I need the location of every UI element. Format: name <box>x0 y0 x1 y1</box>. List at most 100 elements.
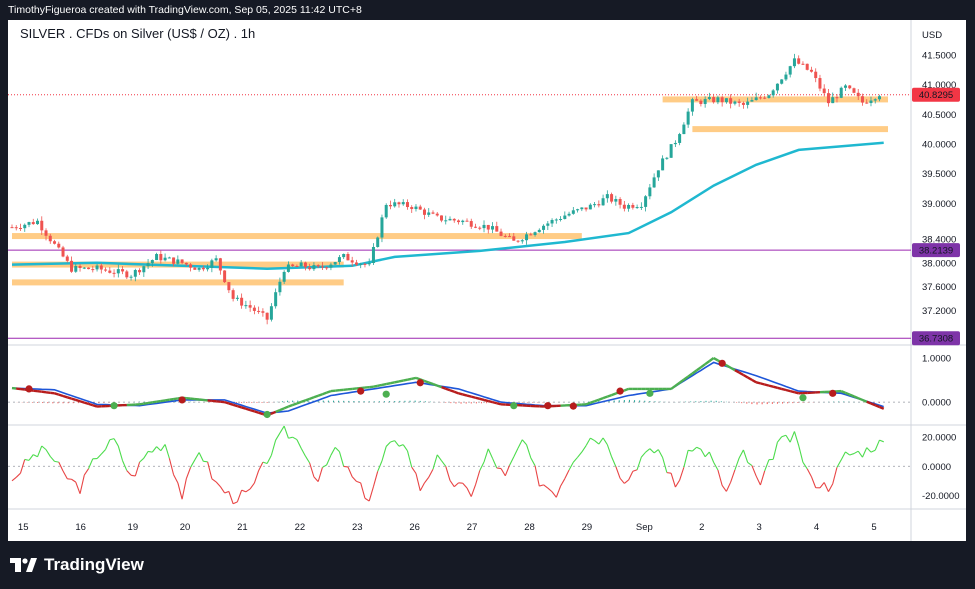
momentum-main-line-segment <box>678 378 685 384</box>
oscillator-line-segment <box>279 425 285 434</box>
candle-body <box>320 266 324 268</box>
momentum-main-line-segment <box>870 402 876 407</box>
candle-body <box>550 219 554 224</box>
candle-body <box>627 204 631 209</box>
candle-body <box>240 297 244 306</box>
oscillator-line-segment <box>700 448 706 458</box>
price-tick-label: 41.5000 <box>922 50 956 61</box>
momentum-main-line-segment <box>75 398 81 403</box>
oscillator-line-segment <box>364 497 370 502</box>
oscillator-line-segment <box>615 466 621 479</box>
oscillator-line-segment <box>402 444 408 452</box>
candle-body <box>754 97 758 101</box>
momentum-main-line-segment <box>772 385 778 389</box>
candle-body <box>873 99 877 101</box>
oscillator-line-segment <box>657 449 664 458</box>
oscillator-line-segment <box>623 479 629 484</box>
oscillator-line-segment <box>730 469 736 483</box>
candle-body <box>167 257 171 259</box>
momentum-main-line-segment <box>760 382 765 386</box>
candle-body <box>797 58 801 64</box>
candle-body <box>605 194 609 199</box>
momentum-main-line-segment <box>245 407 251 412</box>
candle-body <box>869 100 873 104</box>
candle-body <box>31 222 35 225</box>
oscillator-line-segment <box>653 449 659 454</box>
candle-body <box>826 93 830 104</box>
candle-body <box>461 220 465 223</box>
oscillator-line-segment <box>879 439 884 443</box>
momentum-main-line-segment <box>687 372 694 378</box>
candle-body <box>771 90 775 96</box>
oscillator-line-segment <box>262 461 268 464</box>
candle-body <box>805 63 809 70</box>
candle-body <box>325 267 329 269</box>
candle-body <box>184 262 188 265</box>
momentum-main-line-segment <box>279 407 285 412</box>
candle-body <box>525 234 529 241</box>
oscillator-line-segment <box>96 453 102 459</box>
oscillator-line-segment <box>105 439 111 450</box>
oscillator-line-segment <box>713 462 719 471</box>
oscillator-line-segment <box>207 461 213 479</box>
candle-body <box>269 306 273 320</box>
support-resistance-zone <box>662 96 888 103</box>
candle-body <box>695 99 699 101</box>
momentum-main-line-segment <box>317 393 323 397</box>
candle-body <box>282 271 286 282</box>
time-axis-label: Sep <box>636 522 653 533</box>
oscillator-line-segment <box>827 483 834 492</box>
candle-body <box>503 235 507 237</box>
oscillator-line-segment <box>236 489 243 503</box>
candle-body <box>142 266 146 273</box>
oscillator-line-segment <box>747 461 753 467</box>
candle-body <box>465 220 469 222</box>
oscillator-line-segment <box>777 436 783 443</box>
chart-panel: USD 41.5000 41.0000 40.5000 40.0000 39.5000 39… <box>8 20 966 541</box>
oscillator-line-segment <box>500 468 506 477</box>
oscillator-line-segment <box>436 454 442 462</box>
candle-body <box>576 209 580 211</box>
oscillator-line-segment <box>75 481 81 494</box>
oscillator-line-segment <box>832 467 838 484</box>
candle-body <box>197 267 201 270</box>
momentum-main-line-segment <box>606 393 613 398</box>
crossover-marker <box>829 389 837 397</box>
oscillator-line-segment <box>122 460 128 471</box>
chart-credit: TimothyFigueroa created with TradingView… <box>8 4 362 16</box>
candle-body <box>333 262 337 265</box>
time-axis-label: 15 <box>18 522 29 533</box>
momentum-main-line-segment <box>71 397 77 402</box>
oscillator-line-segment <box>394 440 400 447</box>
momentum-main-line-segment <box>66 396 72 400</box>
oscillator-line-segment <box>160 444 166 452</box>
price-tick-label: 41.0000 <box>922 80 956 91</box>
momentum-main-line-segment <box>700 363 706 369</box>
chart-canvas: USD41.500041.000040.500040.000039.500039… <box>8 20 966 541</box>
price-tick-label: 40.0000 <box>922 139 956 150</box>
candle-body <box>367 263 371 265</box>
candle-body <box>418 206 422 210</box>
candle-body <box>822 88 826 94</box>
candle-body <box>244 305 248 307</box>
candle-body <box>665 157 669 159</box>
candle-body <box>780 79 784 84</box>
oscillator-line-segment <box>322 464 327 468</box>
tradingview-logo: TradingView <box>10 555 144 575</box>
momentum-main-line-segment <box>704 360 711 366</box>
oscillator-line-segment <box>109 438 115 441</box>
candle-body <box>839 87 843 98</box>
candle-body <box>529 234 533 236</box>
oscillator-tick-label: 20.0000 <box>922 433 956 444</box>
candle-body <box>252 307 256 311</box>
candle-body <box>303 262 307 268</box>
momentum-main-line-segment <box>487 399 493 404</box>
candle-body <box>371 246 375 264</box>
last-price-label: 40.8295 <box>919 90 953 101</box>
support-resistance-zone <box>12 233 582 240</box>
momentum-main-line-segment <box>470 395 476 399</box>
oscillator-line-segment <box>317 467 323 482</box>
candle-body <box>631 204 635 208</box>
oscillator-line-segment <box>88 458 94 469</box>
